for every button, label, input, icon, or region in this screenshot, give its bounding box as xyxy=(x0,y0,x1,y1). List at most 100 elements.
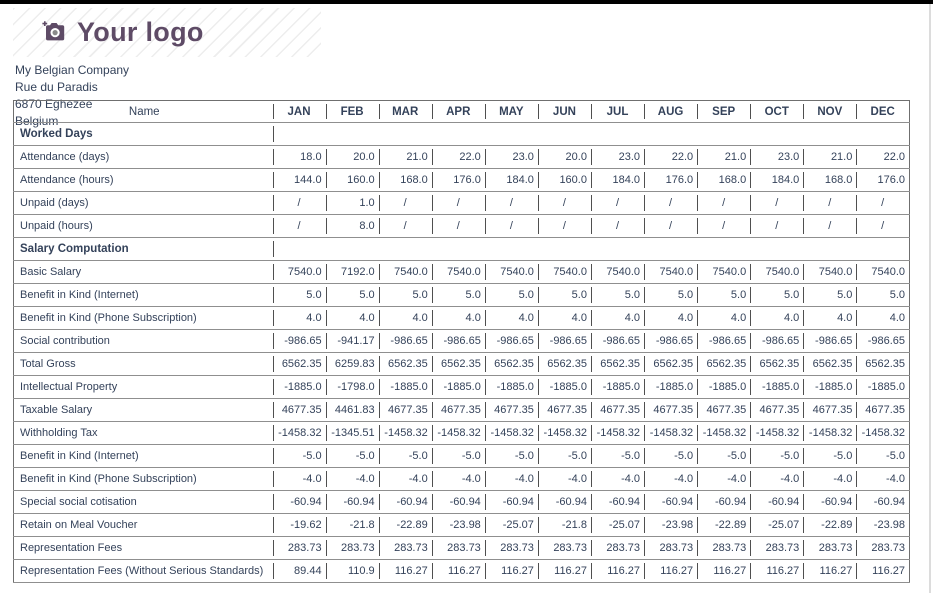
cell-value: 5.0 xyxy=(537,283,591,307)
cell-value: 283.73 xyxy=(378,536,432,560)
cell-value: 283.73 xyxy=(484,536,538,560)
cell-value: 116.27 xyxy=(378,559,432,583)
section-row: Salary Computation xyxy=(13,237,910,261)
month-header: SEP xyxy=(697,100,751,123)
page-right-edge xyxy=(929,4,931,593)
cell-value: -986.65 xyxy=(484,329,538,353)
month-header: MAR xyxy=(378,100,432,123)
cell-value: -1885.0 xyxy=(272,375,326,399)
cell-value: 6562.35 xyxy=(856,352,910,376)
row-label: Representation Fees (Without Serious Sta… xyxy=(20,565,264,577)
cell-value: -5.0 xyxy=(803,444,857,468)
table-row: Attendance (hours) 144.0 160.0 168.0 176.0 18… xyxy=(13,168,910,192)
month-header: JUL xyxy=(590,100,645,123)
cell-value: 283.73 xyxy=(750,536,804,560)
cell-value: 5.0 xyxy=(484,283,538,307)
cell-value: -1345.51 xyxy=(325,421,379,445)
cell-value: -1458.32 xyxy=(431,421,485,445)
table-row: Basic Salary 7540.0 7192.0 7540.0 7540.0 7540… xyxy=(13,260,910,284)
cell-value: 5.0 xyxy=(378,283,432,307)
cell-value: 7540.0 xyxy=(697,260,751,284)
cell-value: -986.65 xyxy=(856,329,910,353)
cell-value: 184.0 xyxy=(590,168,645,192)
cell-value: 20.0 xyxy=(537,145,591,169)
row-label: Special social cotisation xyxy=(20,496,137,508)
cell-value: -60.94 xyxy=(644,490,698,514)
cell-value: -1458.32 xyxy=(537,421,591,445)
cell-value: -1458.32 xyxy=(378,421,432,445)
cell-value: 116.27 xyxy=(856,559,910,583)
cell-value: 116.27 xyxy=(431,559,485,583)
month-header: AUG xyxy=(644,100,698,123)
cell-value: 7192.0 xyxy=(325,260,379,284)
month-header: APR xyxy=(431,100,485,123)
cell-value: -60.94 xyxy=(856,490,910,514)
cell-value: 283.73 xyxy=(537,536,591,560)
row-label: Total Gross xyxy=(20,358,76,370)
cell-value: -1885.0 xyxy=(750,375,804,399)
cell-value: 6562.35 xyxy=(431,352,485,376)
cell-value: -25.07 xyxy=(590,513,645,537)
cell-value: 4677.35 xyxy=(644,398,698,422)
cell-value: -21.8 xyxy=(537,513,591,537)
cell-value: -22.89 xyxy=(697,513,751,537)
cell-value: 4.0 xyxy=(537,306,591,330)
top-bar xyxy=(0,0,933,4)
section-empty-cell xyxy=(272,122,910,146)
cell-value: 22.0 xyxy=(856,145,910,169)
cell-value: -5.0 xyxy=(378,444,432,468)
cell-value: / xyxy=(378,214,432,238)
cell-value: -4.0 xyxy=(484,467,538,491)
cell-value: 7540.0 xyxy=(484,260,538,284)
name-column-header: Name xyxy=(128,105,160,118)
cell-value: -986.65 xyxy=(644,329,698,353)
cell-value: 283.73 xyxy=(431,536,485,560)
cell-value: 22.0 xyxy=(644,145,698,169)
cell-value: 116.27 xyxy=(484,559,538,583)
cell-value: -4.0 xyxy=(325,467,379,491)
cell-value: -986.65 xyxy=(378,329,432,353)
cell-value: -60.94 xyxy=(272,490,326,514)
cell-value: 1.0 xyxy=(325,191,379,215)
cell-value: 7540.0 xyxy=(750,260,804,284)
section-empty-cell xyxy=(272,237,910,261)
company-name: My Belgian Company xyxy=(15,63,130,77)
cell-value: 7540.0 xyxy=(803,260,857,284)
cell-value: 4.0 xyxy=(644,306,698,330)
table-row: Withholding Tax -1458.32 -1345.51 -1458.32-… xyxy=(13,421,910,445)
cell-value: 6562.35 xyxy=(803,352,857,376)
cell-value: -60.94 xyxy=(803,490,857,514)
cell-value: -25.07 xyxy=(484,513,538,537)
cell-value: 5.0 xyxy=(272,283,326,307)
cell-value: / xyxy=(484,214,538,238)
cell-value: 5.0 xyxy=(750,283,804,307)
cell-value: 4461.83 xyxy=(325,398,379,422)
table-row: Representation Fees 283.73 283.73 283.73 283… xyxy=(13,536,910,560)
row-label: Benefit in Kind (Internet) xyxy=(20,289,139,301)
cell-value: 176.0 xyxy=(431,168,485,192)
cell-value: 283.73 xyxy=(644,536,698,560)
cell-value: / xyxy=(484,191,538,215)
row-label: Attendance (hours) xyxy=(20,174,114,186)
logo-text: Your logo xyxy=(77,17,204,47)
cell-value: / xyxy=(431,214,485,238)
cell-value: 23.0 xyxy=(590,145,645,169)
company-street: Rue du Paradis xyxy=(15,80,98,94)
cell-value: -60.94 xyxy=(325,490,379,514)
cell-value: 283.73 xyxy=(856,536,910,560)
cell-value: 184.0 xyxy=(750,168,804,192)
cell-value: 7540.0 xyxy=(644,260,698,284)
cell-value: / xyxy=(803,191,857,215)
cell-value: -4.0 xyxy=(378,467,432,491)
cell-value: 5.0 xyxy=(803,283,857,307)
cell-value: / xyxy=(537,191,591,215)
cell-value: 4677.35 xyxy=(803,398,857,422)
cell-value: -1458.32 xyxy=(856,421,910,445)
cell-value: 4.0 xyxy=(378,306,432,330)
cell-value: -1458.32 xyxy=(750,421,804,445)
table-row: Benefit in Kind (Internet) -5.0 -5.0 -5.0 -5… xyxy=(13,444,910,468)
cell-value: 7540.0 xyxy=(856,260,910,284)
cell-value: -1458.32 xyxy=(272,421,326,445)
cell-value: -5.0 xyxy=(644,444,698,468)
